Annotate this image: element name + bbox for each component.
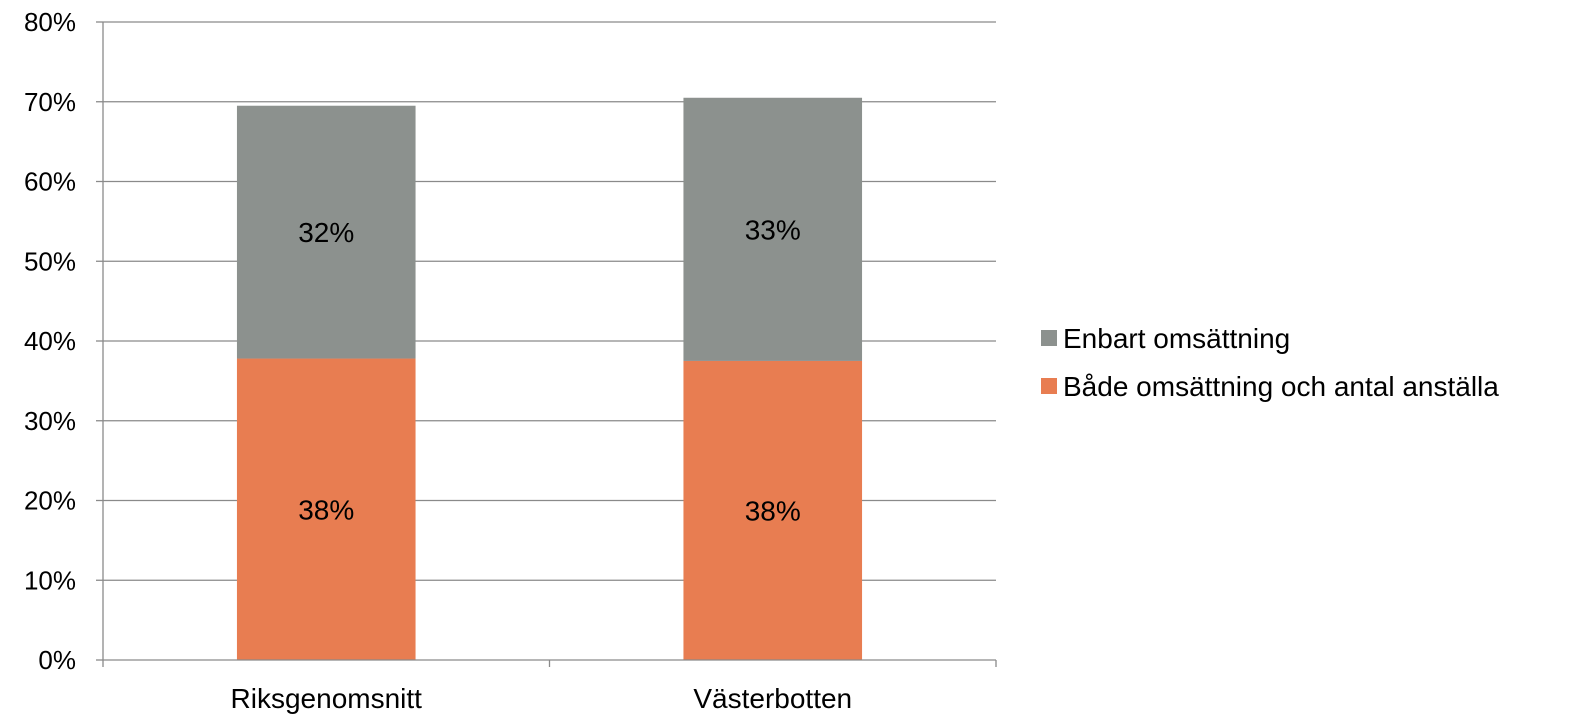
data-label: 32% [298, 217, 354, 248]
legend-swatch [1041, 330, 1057, 346]
data-labels: 38% 32% 38% 33% [298, 214, 801, 526]
bar-segment [236, 105, 416, 359]
bar-segment [683, 97, 863, 361]
bars [236, 97, 863, 660]
y-tick-label: 60% [24, 167, 76, 197]
legend-label: Enbart omsättning [1063, 323, 1290, 354]
y-tick-label: 70% [24, 87, 76, 117]
x-category-label: Riksgenomsnitt [231, 683, 423, 714]
x-category-label: Västerbotten [693, 683, 852, 714]
x-axis-labels: Riksgenomsnitt Västerbotten [231, 683, 853, 714]
bar-segment [236, 358, 416, 660]
legend-swatch [1041, 378, 1057, 394]
y-axis-ticks: 0% 10% 20% 30% 40% 50% 60% 70% 80% [24, 7, 76, 675]
data-label: 33% [745, 214, 801, 245]
y-tick-label: 30% [24, 406, 76, 436]
data-label: 38% [745, 495, 801, 526]
legend-label: Både omsättning och antal anställa [1063, 371, 1499, 402]
y-tick-label: 50% [24, 246, 76, 276]
y-tick-label: 20% [24, 486, 76, 516]
legend: Enbart omsättning Både omsättning och ant… [1041, 323, 1499, 402]
y-tick-label: 0% [38, 645, 76, 675]
y-tick-label: 40% [24, 326, 76, 356]
y-tick-label: 80% [24, 7, 76, 37]
y-tick-label: 10% [24, 565, 76, 595]
bar-segment [683, 360, 863, 660]
data-label: 38% [298, 494, 354, 525]
axes [96, 21, 997, 667]
